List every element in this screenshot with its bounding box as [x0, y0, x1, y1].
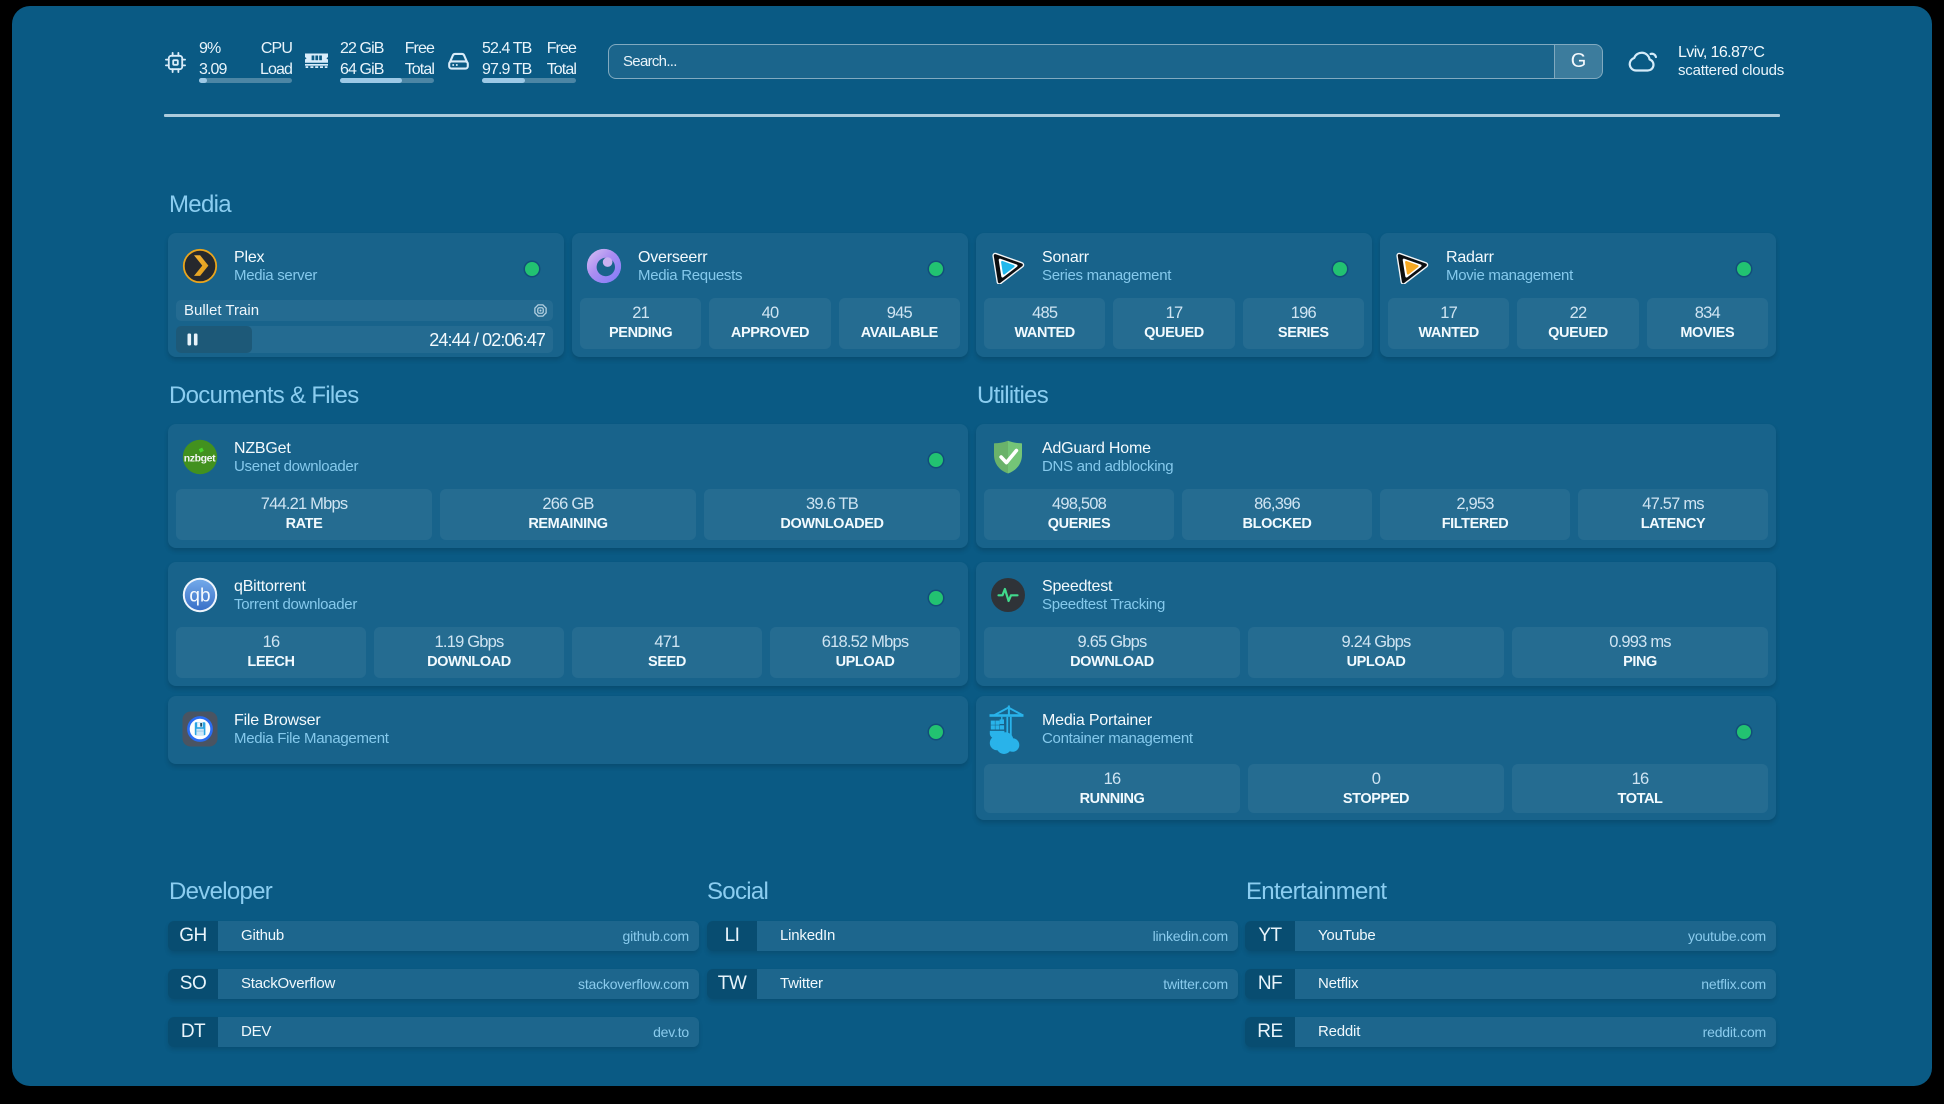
svg-text:nzbget: nzbget — [184, 453, 216, 465]
svg-text:qb: qb — [189, 586, 210, 607]
